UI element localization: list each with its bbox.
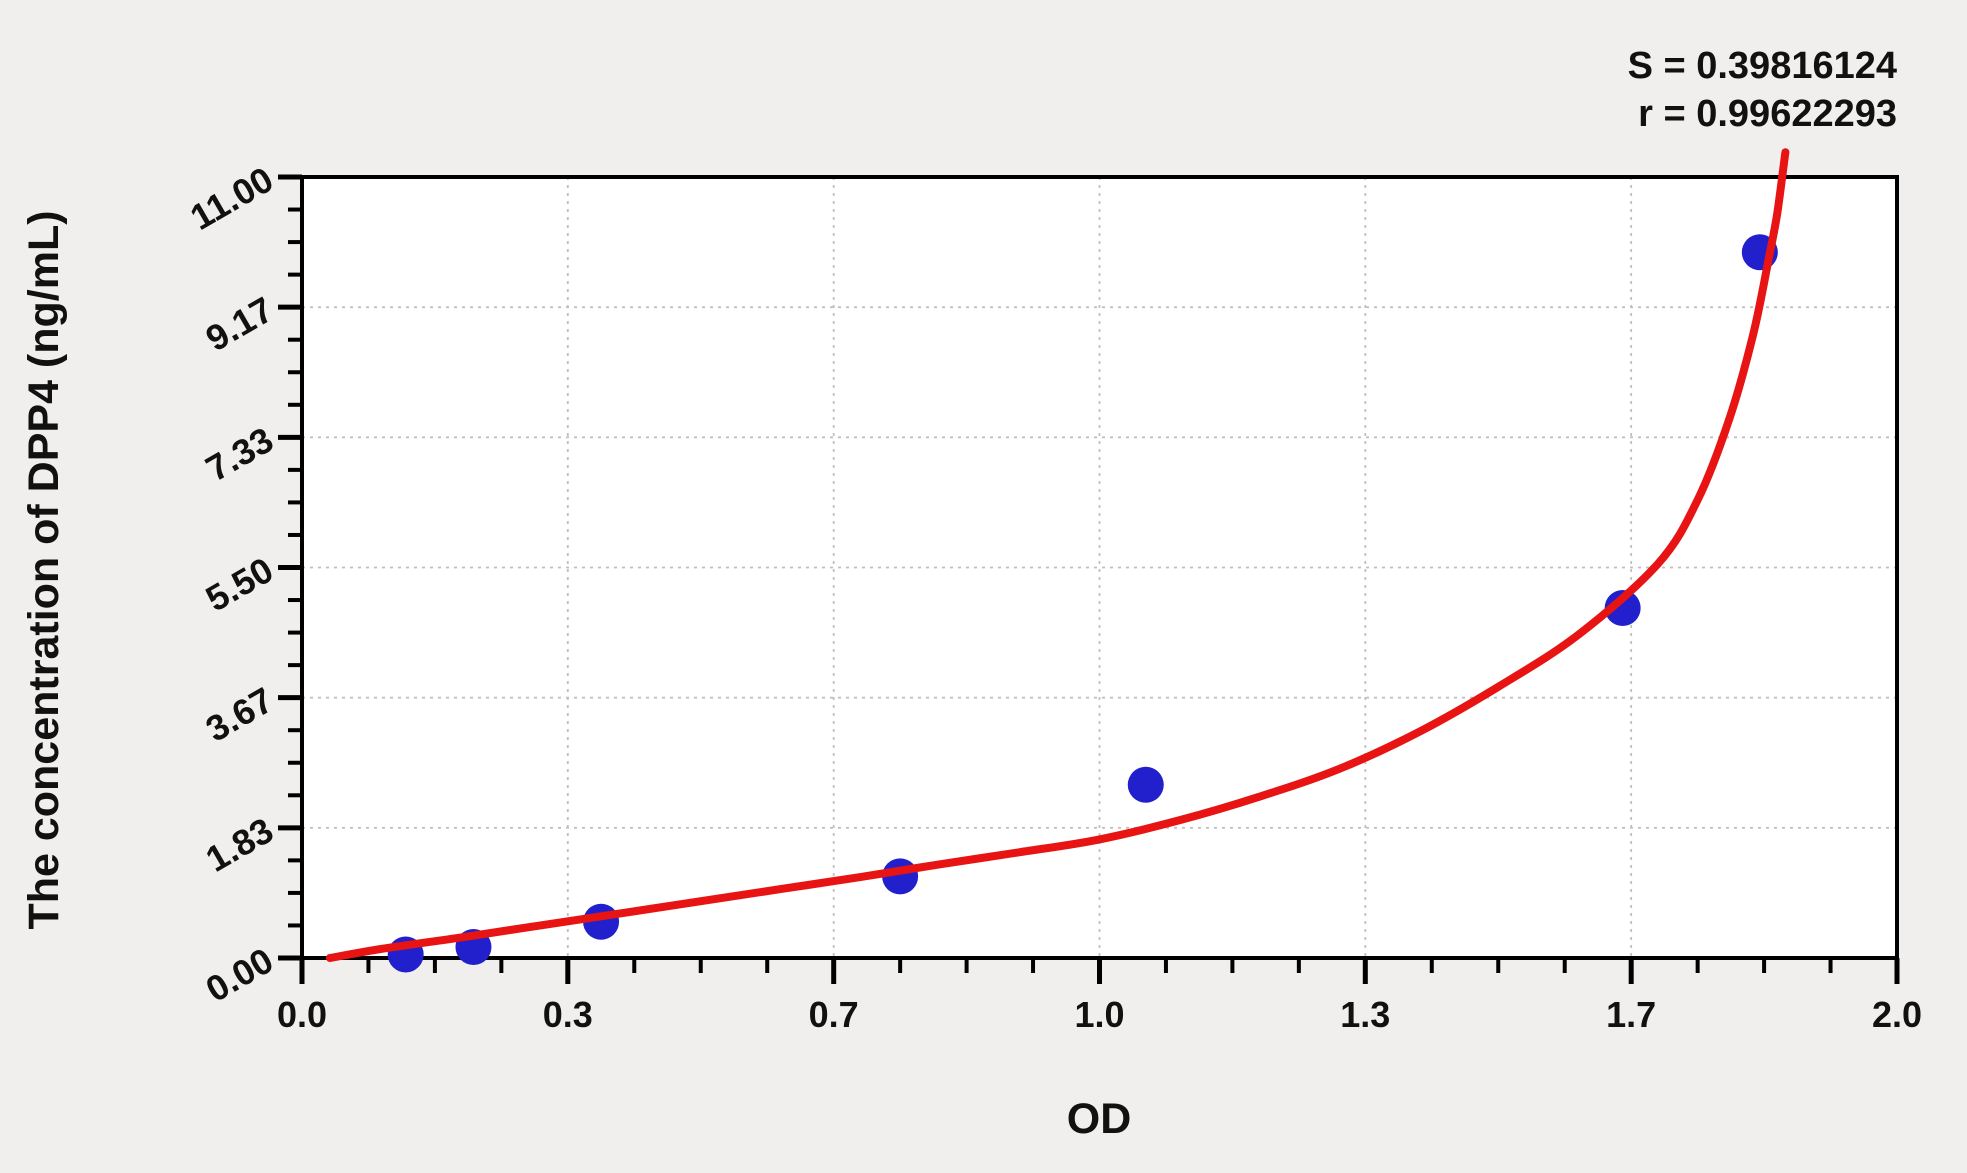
y-axis-title: The concentration of DPP4 (ng/mL) xyxy=(20,210,68,929)
x-tick-label: 1.3 xyxy=(1340,994,1390,1035)
stat-s-value: S = 0.39816124 xyxy=(1628,45,1897,87)
x-tick-label: 0.7 xyxy=(809,994,859,1035)
data-series xyxy=(325,148,1790,973)
stat-r-value: r = 0.99622293 xyxy=(1638,93,1897,135)
y-tick-label: 7.33 xyxy=(199,419,280,490)
x-tick-label: 0.0 xyxy=(277,994,327,1035)
axis-ticks xyxy=(278,174,1900,984)
gridlines xyxy=(302,177,1897,958)
y-tick-label: 1.83 xyxy=(199,809,280,880)
y-tick-label: 5.50 xyxy=(199,549,280,620)
data-point xyxy=(1604,589,1641,626)
data-point xyxy=(1127,766,1164,803)
plot-frame xyxy=(300,175,1899,960)
y-tick-label: 0.00 xyxy=(199,939,280,1010)
fit-curve xyxy=(325,148,1790,962)
y-tick-label: 11.00 xyxy=(183,158,280,238)
y-tick-label: 9.17 xyxy=(199,289,280,360)
x-tick-label: 0.3 xyxy=(543,994,593,1035)
x-tick-label: 2.0 xyxy=(1872,994,1922,1035)
y-tick-label: 3.67 xyxy=(199,679,280,750)
x-axis-title: OD xyxy=(1067,1095,1132,1143)
x-tick-label: 1.0 xyxy=(1074,994,1124,1035)
x-tick-label: 1.7 xyxy=(1606,994,1656,1035)
